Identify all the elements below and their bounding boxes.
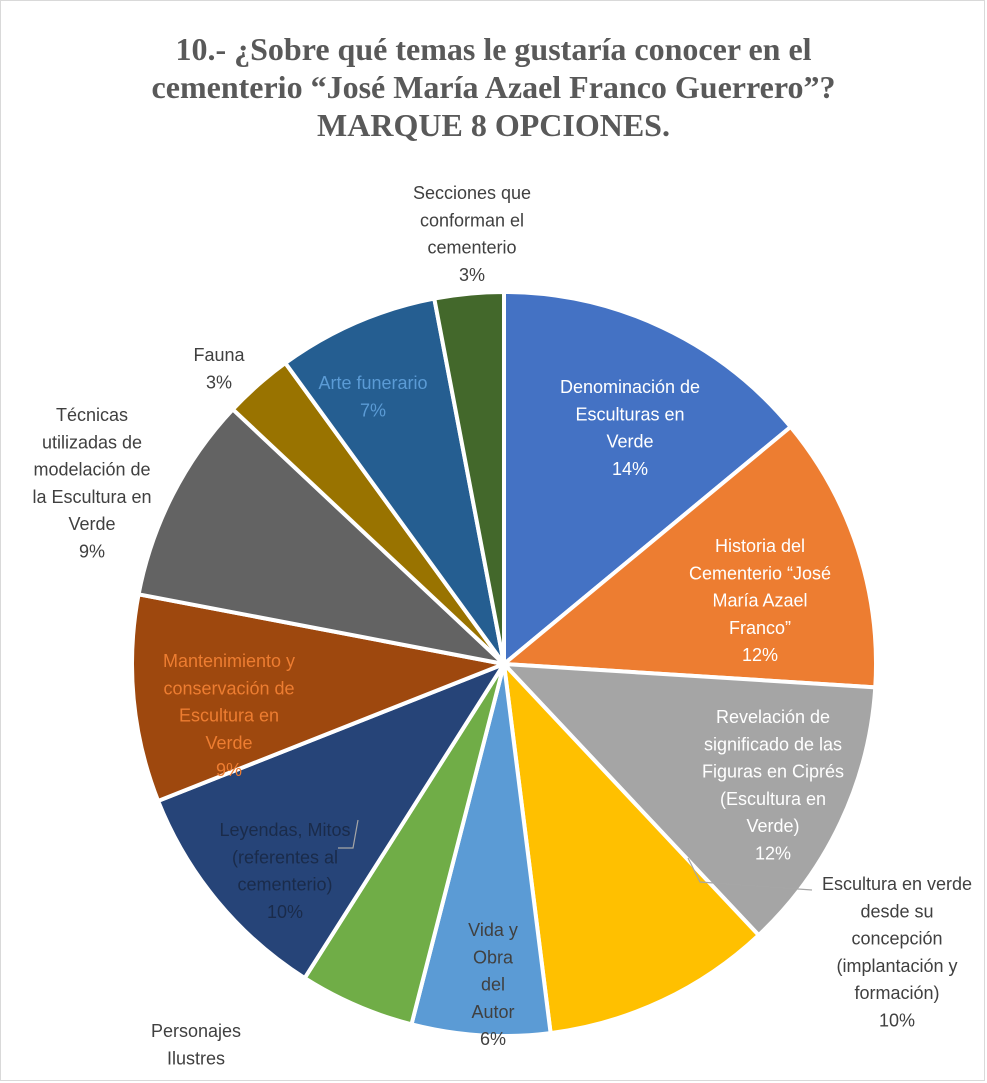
slice-label-line: formación) <box>854 983 939 1003</box>
slice-label-line: concepción <box>851 929 942 949</box>
pie-slice <box>136 406 511 668</box>
slice-label-line: Franco” <box>729 618 791 638</box>
slice-label-line: conservación de <box>163 678 294 698</box>
slice-percent-label: 6% <box>480 1029 506 1049</box>
slice-label: Fauna 3% <box>193 345 245 392</box>
slice-label-line: Historia del <box>715 536 805 556</box>
slice-label-line: cementerio <box>427 238 516 258</box>
slice-percent-label: 3% <box>459 265 485 285</box>
slice-label-line: Secciones que <box>413 183 531 203</box>
slice-label-line: Autor <box>471 1002 514 1022</box>
slice-label-line: (Escultura en <box>720 789 826 809</box>
pie-slice <box>431 289 506 665</box>
slice-label-line: Vida y <box>468 920 518 940</box>
slice-label-line: significado de las <box>704 734 842 754</box>
slice-label-line: Arte funerario <box>318 373 427 393</box>
slice-label-line: (referentes al <box>232 847 338 867</box>
slice-label: Revelación de significado de las Figuras e… <box>702 707 844 864</box>
slice-label-line: Cementerio “José <box>689 563 831 583</box>
slice-label-line: Leyendas, Mitos <box>219 820 350 840</box>
chart-title: 10.- ¿Sobre qué temas le gustaría conoce… <box>151 31 836 143</box>
slice-label: Vida y Obra del Autor 6% <box>468 920 518 1049</box>
slice-label-line: Escultura en <box>179 706 279 726</box>
slice-label-line: María Azael <box>712 591 807 611</box>
slice-label-line: Verde) <box>746 816 799 836</box>
slice-label-line: Denominación de <box>560 377 700 397</box>
pie-slice <box>501 658 762 1036</box>
pie-slice <box>498 424 878 690</box>
slice-percent-label: 12% <box>742 645 778 665</box>
slice-percent-label: 7% <box>360 400 386 420</box>
slice-label-line: desde su <box>860 901 933 921</box>
slice-label: Denominación de Esculturas en Verde 14% <box>560 377 700 479</box>
slice-label-line: Verde <box>205 733 252 753</box>
slice-label-line: Esculturas en <box>575 404 684 424</box>
slice-label-line: modelación de <box>33 460 150 480</box>
slice-percent-label: 14% <box>612 459 648 479</box>
slice-percent-label: 3% <box>206 372 232 392</box>
slice-label: Personajes Ilustres <box>151 1021 241 1068</box>
slice-percent-label: 9% <box>79 542 105 562</box>
pie-slice <box>409 663 553 1039</box>
slice-percent-label: 10% <box>879 1011 915 1031</box>
slice-label-line: Técnicas <box>56 405 128 425</box>
pie-slice <box>155 659 509 981</box>
slice-label-line: Ilustres <box>167 1048 225 1068</box>
slice-percent-label: 12% <box>755 844 791 864</box>
slice-label: Técnicas utilizadas de modelación de la Esc… <box>32 405 151 562</box>
slice-label: Mantenimiento y conservación de Escultura … <box>163 651 295 780</box>
pie-slice <box>282 296 506 666</box>
pie-slice <box>502 289 794 669</box>
slice-percent-label: 10% <box>267 902 303 922</box>
slice-label-line: Revelación de <box>716 707 830 727</box>
slice-label-line: Escultura en verde <box>822 874 972 894</box>
slice-label-line: Verde <box>68 514 115 534</box>
slice-percent-label: 9% <box>216 760 242 780</box>
slice-label: Leyendas, Mitos (referentes al cementerio)… <box>219 820 350 922</box>
slice-label: Arte funerario 7% <box>318 373 427 420</box>
slice-label-line: Personajes <box>151 1021 241 1041</box>
leader-line <box>338 819 359 849</box>
slice-label-line: Verde <box>606 432 653 452</box>
slice-label-line: cementerio) <box>237 875 332 895</box>
slice-label-line: la Escultura en <box>32 487 151 507</box>
slice-label-line: Obra <box>473 947 514 967</box>
slice-label-line: conforman el <box>420 210 524 230</box>
pie-slice <box>499 661 878 939</box>
slice-label-line: Mantenimiento y <box>163 651 295 671</box>
pie-slice <box>130 591 512 804</box>
slice-label-line: utilizadas de <box>42 432 142 452</box>
slice-label: Historia del Cementerio “José María Azael F… <box>689 536 831 665</box>
slice-label-line: (implantación y <box>836 956 957 976</box>
leader-line <box>687 857 813 891</box>
slice-label-line: del <box>481 975 505 995</box>
slice-label: Escultura en verde desde su concepción (imp… <box>822 874 972 1031</box>
slice-label: Secciones que conforman el cementerio 3% <box>413 183 531 285</box>
slice-label-line: Figuras en Ciprés <box>702 762 844 782</box>
pie-slices <box>130 289 878 1039</box>
slice-label-line: Fauna <box>193 345 245 365</box>
